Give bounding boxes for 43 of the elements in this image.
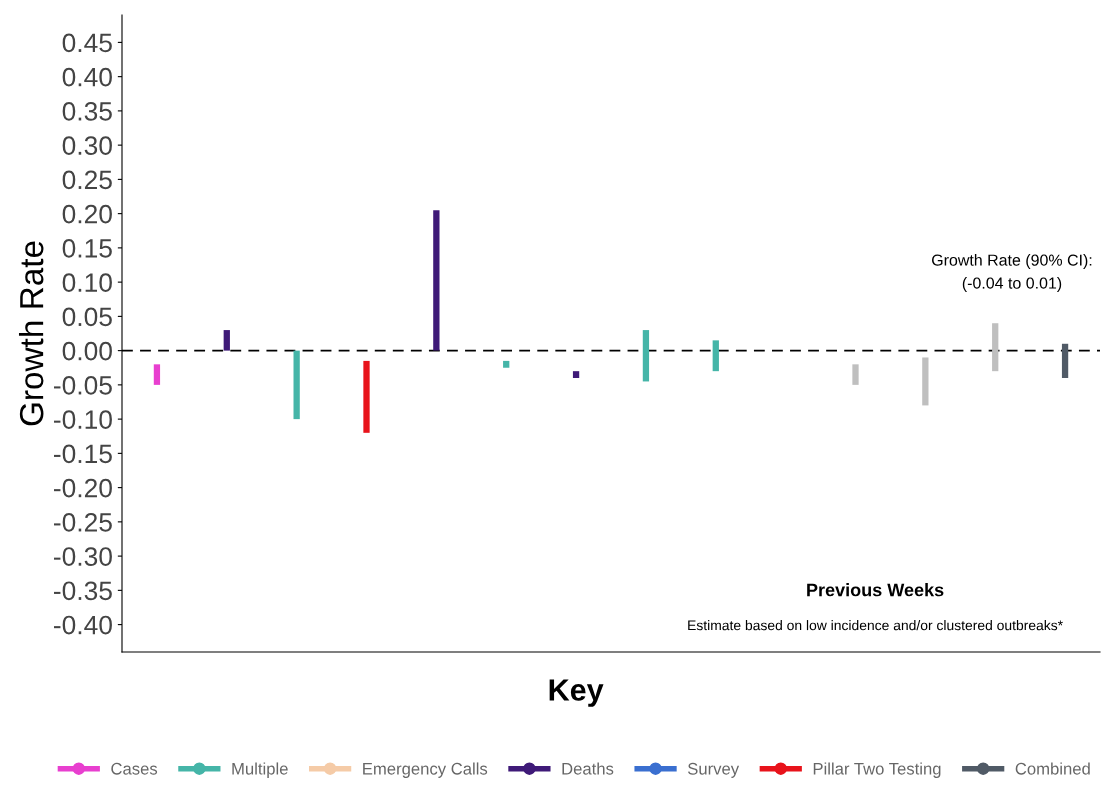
bar: [642, 330, 650, 382]
y-tick-label: -0.25: [54, 513, 112, 532]
bar: [852, 364, 859, 385]
bar: [293, 350, 300, 420]
legend-label: Survey: [687, 762, 740, 778]
legend-label: Cases: [111, 762, 158, 775]
legend-label: Combined: [1015, 762, 1090, 775]
annotation: Previous Weeks: [807, 583, 944, 597]
bar: [922, 357, 929, 406]
y-tick-label: 0.00: [62, 341, 112, 361]
bar: [1061, 343, 1069, 379]
annotation: Growth Rate (90% CI): (-0.04 to 0.01): [932, 254, 1092, 292]
bar: [223, 330, 230, 351]
y-tick-label: 0.05: [62, 307, 112, 327]
y-axis-title: Growth Rate: [18, 241, 44, 426]
y-tick-label: -0.40: [54, 615, 112, 635]
y-tick-label: 0.35: [62, 102, 112, 121]
y-tick-label: 0.25: [62, 170, 112, 190]
bar: [992, 323, 999, 372]
y-tick-label: 0.20: [62, 204, 112, 224]
y-tick-label: -0.20: [54, 478, 112, 498]
y-tick-label: -0.10: [54, 410, 112, 429]
y-tick-label: 0.40: [62, 67, 112, 87]
y-tick-label: 0.10: [62, 273, 112, 292]
bar: [503, 360, 510, 368]
bar: [572, 371, 580, 379]
y-tick-label: -0.05: [54, 376, 112, 395]
y-tick-label: 0.30: [62, 136, 112, 155]
bar: [363, 360, 370, 433]
annotation: Estimate based on low incidence and/or clustered outbreaks*: [688, 620, 1063, 631]
y-tick-label: -0.15: [54, 444, 112, 464]
legend-label: Emergency Calls: [363, 762, 488, 778]
legend-label: Deaths: [562, 762, 614, 775]
bar: [433, 210, 440, 351]
bar: [712, 340, 719, 372]
y-tick-label: 0.15: [62, 239, 112, 258]
legend-title: Key: [549, 679, 604, 707]
y-tick-label: -0.30: [54, 547, 112, 566]
y-tick-label: -0.35: [54, 581, 112, 601]
legend-label: Multiple: [232, 762, 288, 778]
bar: [153, 364, 161, 385]
legend-label: Pillar Two Testing: [813, 762, 941, 778]
y-tick-label: 0.45: [62, 33, 112, 53]
